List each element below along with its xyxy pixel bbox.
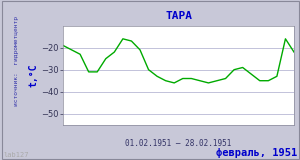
Text: ТАРА: ТАРА (165, 11, 192, 21)
Text: lab127: lab127 (3, 152, 29, 158)
Y-axis label: t,°C: t,°C (28, 64, 38, 87)
Text: источник:  гидрометцентр: источник: гидрометцентр (14, 16, 19, 106)
Text: февраль, 1951: февраль, 1951 (216, 148, 297, 158)
Text: 01.02.1951 – 28.02.1951: 01.02.1951 – 28.02.1951 (125, 139, 232, 148)
